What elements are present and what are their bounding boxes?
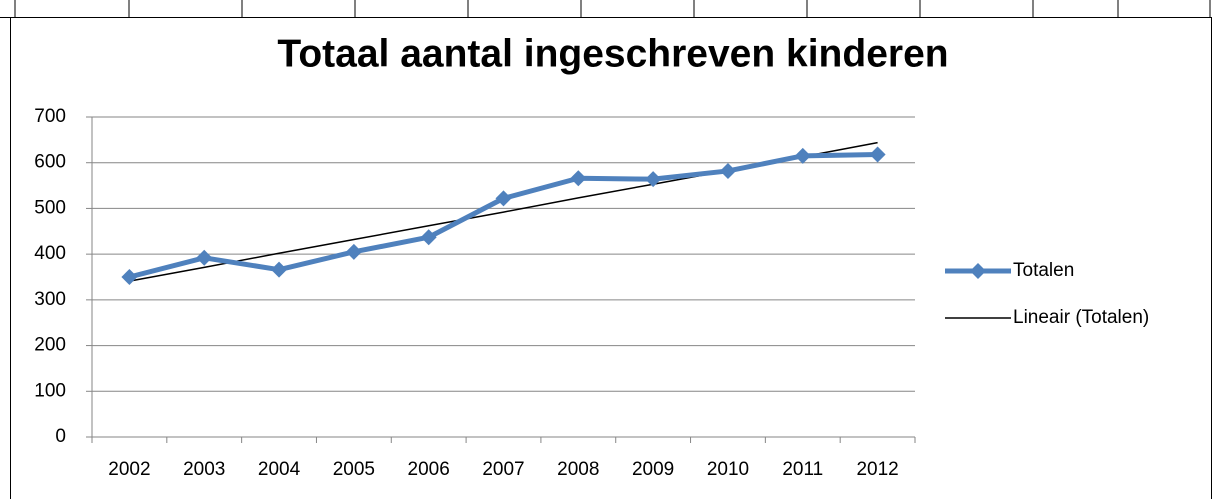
- x-tick-label: 2005: [333, 459, 375, 480]
- table-strip: [0, 0, 1212, 18]
- y-tick-label: 0: [55, 426, 66, 447]
- y-tick-label: 200: [34, 335, 66, 356]
- point-marker: [645, 171, 662, 188]
- point-marker: [570, 170, 587, 187]
- chart-title: Totaal aantal ingeschreven kinderen: [277, 32, 948, 75]
- series-line: [128, 151, 878, 280]
- x-tick-label: 2008: [557, 459, 599, 480]
- point-marker: [121, 269, 138, 285]
- y-tick-label: 300: [34, 289, 66, 310]
- point-marker: [794, 147, 811, 164]
- point-marker: [196, 249, 213, 266]
- x-tick-label: 2010: [707, 459, 749, 480]
- point-marker: [495, 190, 512, 207]
- x-tick-label: 2004: [258, 459, 301, 480]
- x-tick-label: 2003: [183, 459, 225, 480]
- y-tick-label: 100: [34, 380, 66, 401]
- y-tick-label: 600: [34, 152, 66, 173]
- x-tick-label: 2012: [856, 459, 898, 480]
- point-marker: [420, 229, 437, 246]
- x-tick-label: 2011: [782, 459, 823, 480]
- chart-border: [10, 17, 1212, 499]
- point-marker: [719, 162, 736, 179]
- point-marker: [345, 243, 362, 260]
- point-marker: [869, 146, 886, 163]
- x-tick-label: 2006: [408, 459, 450, 480]
- x-tick-label: 2007: [482, 459, 524, 480]
- legend-label: Totalen: [1013, 260, 1074, 281]
- x-tick-label: 2002: [108, 459, 150, 480]
- y-tick-label: 400: [34, 243, 66, 264]
- point-marker: [271, 261, 288, 278]
- legend-marker: [970, 263, 986, 279]
- y-tick-label: 500: [34, 197, 66, 218]
- x-tick-label: 2009: [632, 459, 674, 480]
- legend-label: Lineair (Totalen): [1013, 307, 1149, 328]
- y-tick-label: 700: [34, 106, 66, 127]
